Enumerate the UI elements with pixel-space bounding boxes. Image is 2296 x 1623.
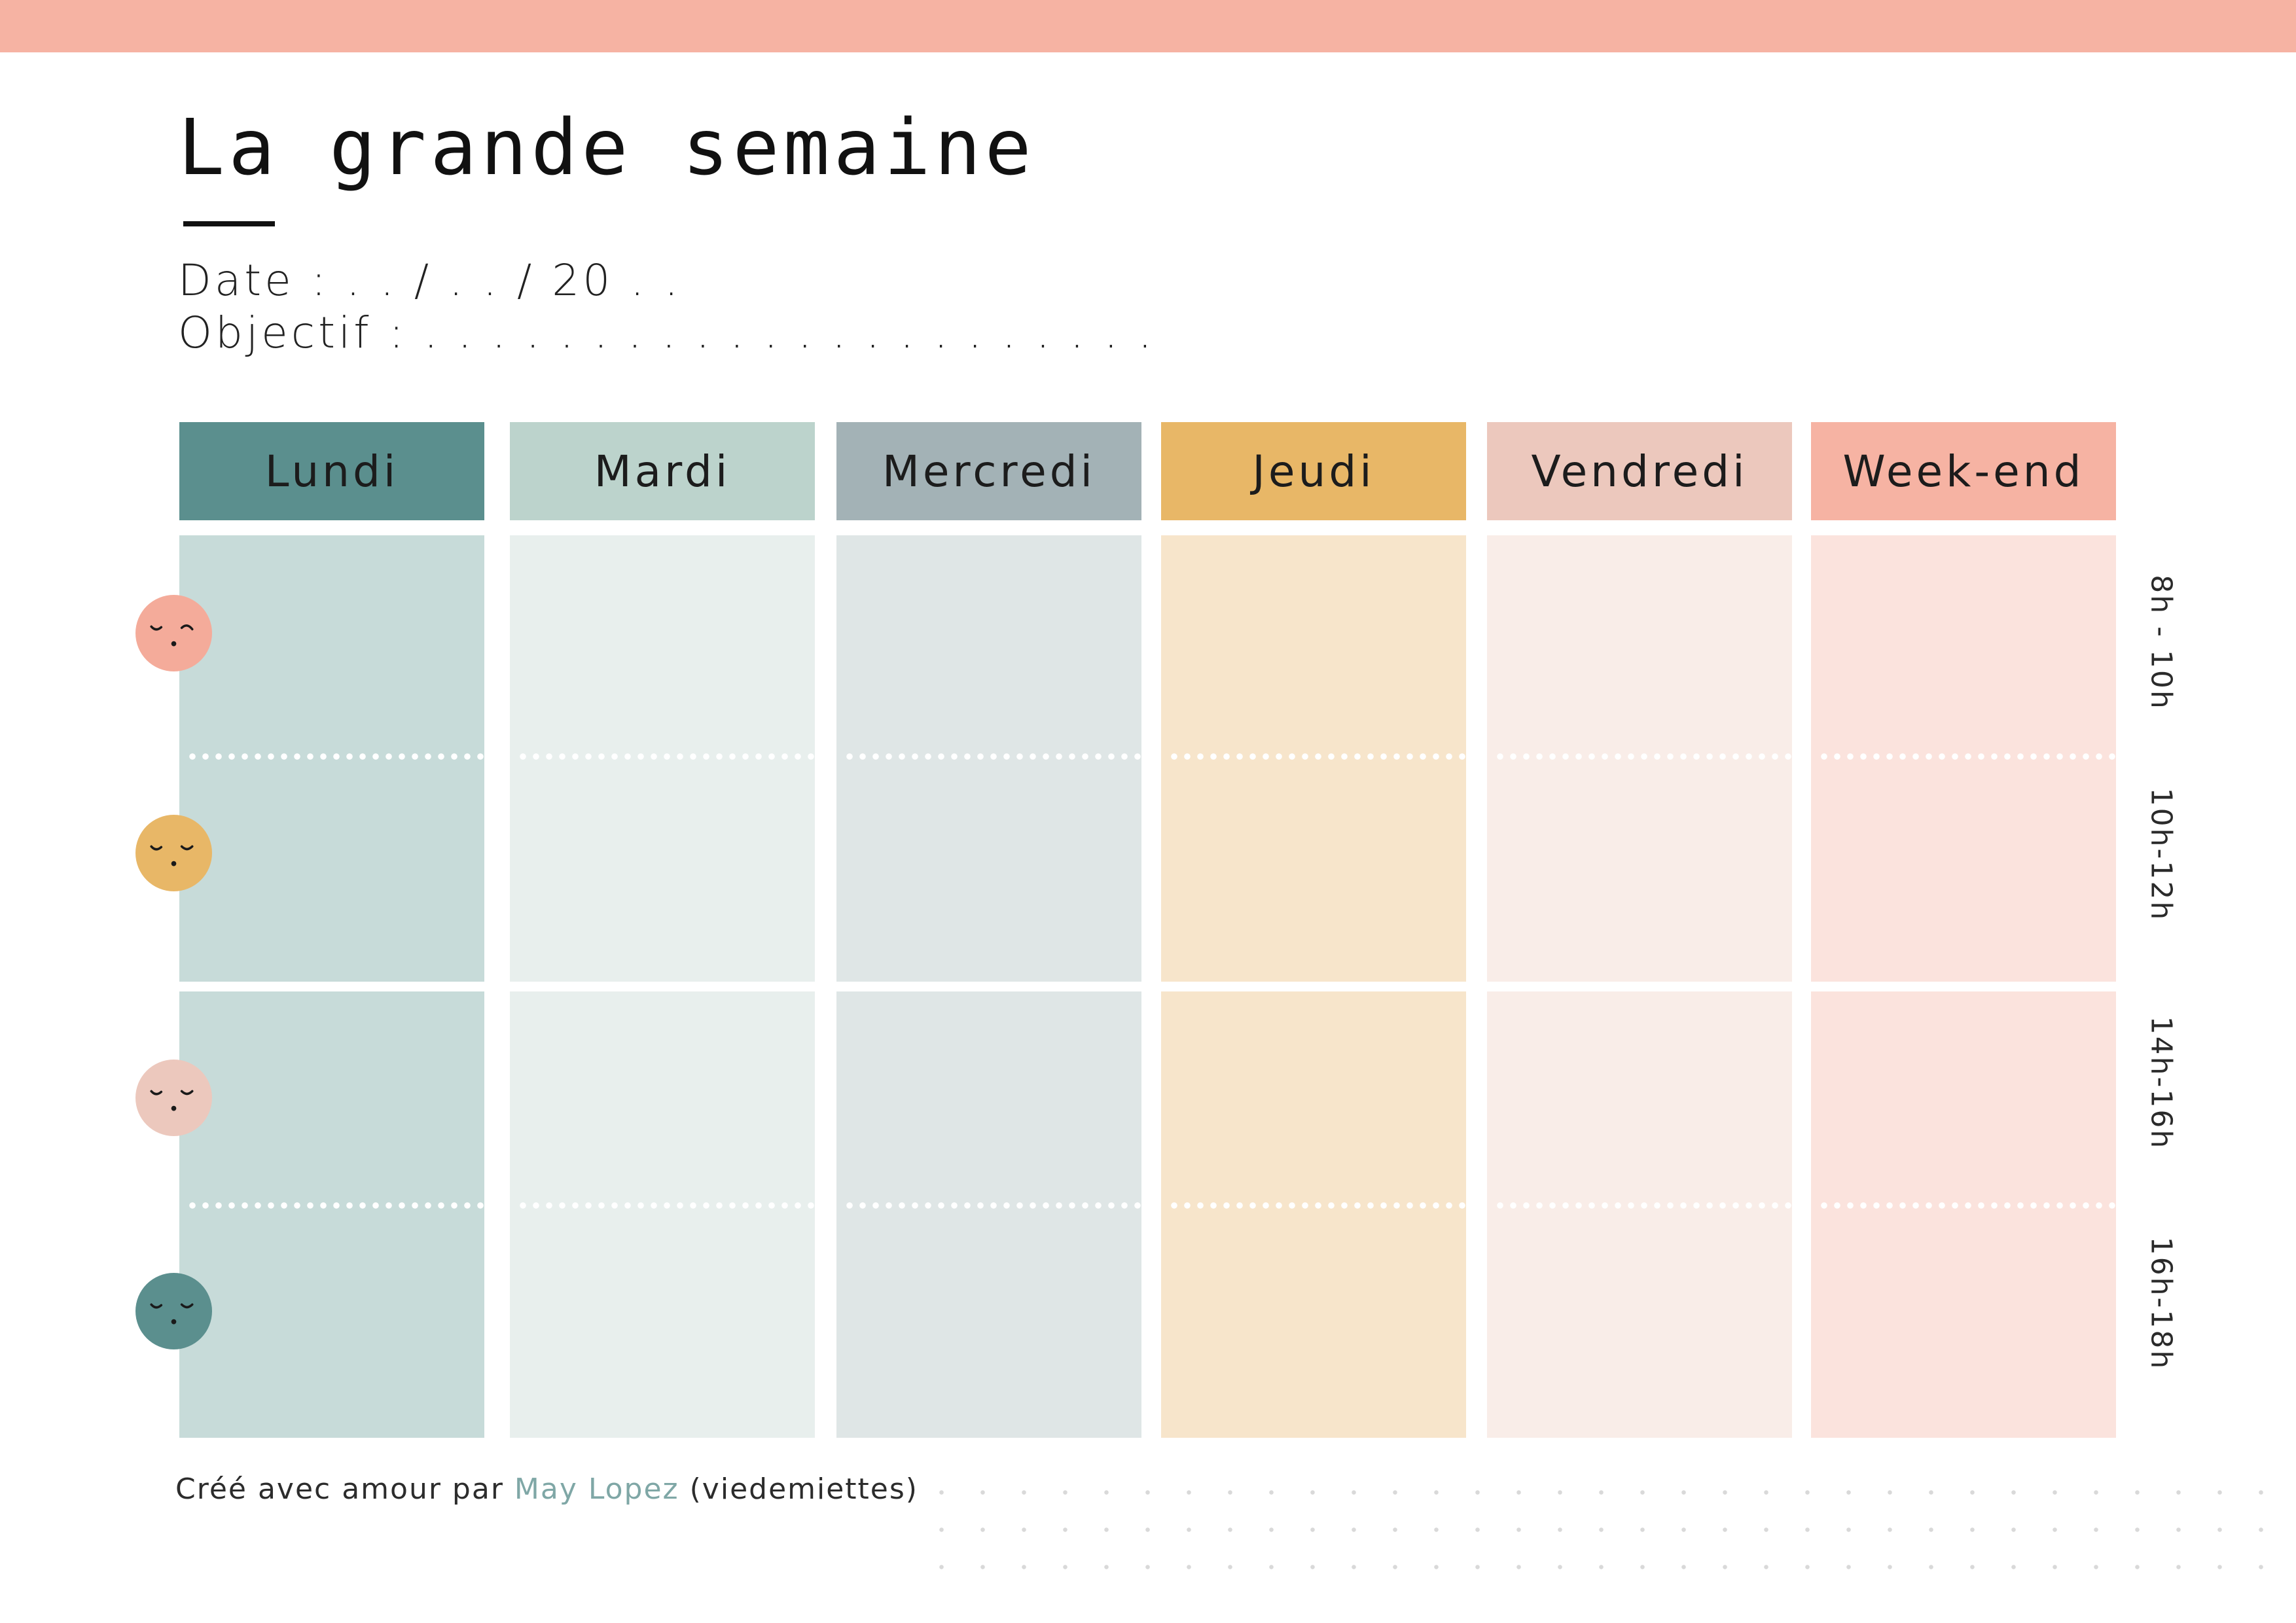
dotted-divider: [1818, 1202, 2116, 1209]
sleepy-face-icon: [135, 815, 212, 891]
time-slot-text: 8h - 10h: [2144, 575, 2178, 711]
dotted-divider: [516, 1202, 815, 1209]
sleepy-face-icon: [135, 1060, 212, 1136]
page-title: La grande semaine: [178, 102, 1035, 192]
decorative-dot-grid: [913, 1466, 2296, 1571]
footer-prefix: Créé avec amour par: [175, 1472, 504, 1506]
author-link[interactable]: May Lopez: [514, 1472, 679, 1506]
dotted-divider: [843, 1202, 1141, 1209]
dotted-divider: [186, 753, 484, 760]
sleepy-face-icon: [135, 1273, 212, 1349]
dotted-divider: [1494, 753, 1792, 760]
dotted-divider: [1494, 1202, 1792, 1209]
day-header: Mardi: [510, 422, 815, 520]
time-slot-text: 14h-16h: [2144, 1016, 2178, 1150]
top-accent-bar: [0, 0, 2296, 52]
time-slot-text: 10h-12h: [2144, 787, 2178, 922]
day-header: Mercredi: [836, 422, 1141, 520]
sleepy-face-icon: [135, 595, 212, 671]
title-underline: [183, 221, 275, 226]
dotted-divider: [843, 753, 1141, 760]
footer-credit: Créé avec amour par May Lopez (viedemiet…: [175, 1472, 918, 1506]
afternoon-block[interactable]: [836, 991, 1141, 1438]
dotted-divider: [516, 753, 815, 760]
afternoon-block[interactable]: [510, 991, 815, 1438]
dotted-divider: [186, 1202, 484, 1209]
day-header: Week-end: [1811, 422, 2116, 520]
day-header: Vendredi: [1487, 422, 1792, 520]
afternoon-block[interactable]: [1811, 991, 2116, 1438]
footer-suffix: (viedemiettes): [689, 1472, 918, 1506]
day-header: Lundi: [179, 422, 484, 520]
dotted-divider: [1168, 1202, 1466, 1209]
time-slot-text: 16h-18h: [2144, 1236, 2178, 1371]
afternoon-block[interactable]: [1161, 991, 1466, 1438]
date-line: Date : . . / . . / 20 . .: [178, 255, 682, 306]
objective-line: Objectif : . . . . . . . . . . . . . . .…: [178, 308, 1155, 358]
dotted-divider: [1818, 753, 2116, 760]
afternoon-block[interactable]: [1487, 991, 1792, 1438]
afternoon-block[interactable]: [179, 991, 484, 1438]
day-header: Jeudi: [1161, 422, 1466, 520]
dotted-divider: [1168, 753, 1466, 760]
